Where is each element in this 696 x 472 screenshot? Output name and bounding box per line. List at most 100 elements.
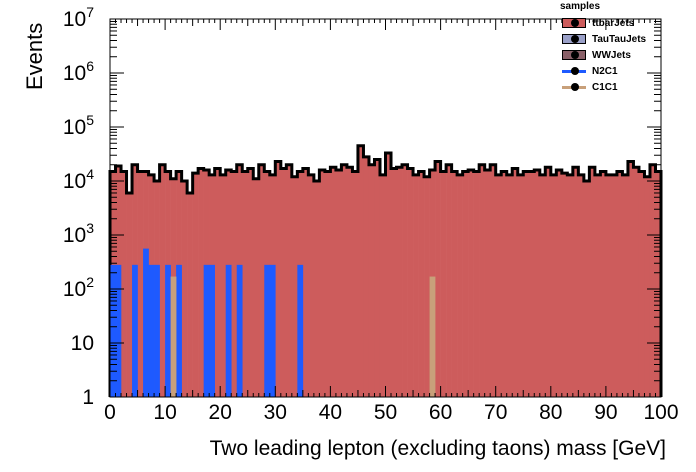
ttbar-bar xyxy=(561,173,568,397)
n2c1-bar xyxy=(264,264,271,397)
c1c1-bar xyxy=(429,276,436,397)
ttbar-bar xyxy=(253,178,260,397)
legend-entry: N2C1 xyxy=(560,63,660,79)
legend-label: C1C1 xyxy=(592,81,618,93)
legend: samples ttbarJets TauTauJets WWJets N2C1 C1C… xyxy=(560,1,660,95)
n2c1-bar xyxy=(165,264,171,397)
n2c1-bar xyxy=(143,248,149,397)
ttbar-bar xyxy=(374,159,381,397)
ttbar-bar xyxy=(457,174,463,397)
ttbar-bar xyxy=(446,164,452,397)
x-tick-label: 50 xyxy=(374,401,397,424)
ttbar-bar xyxy=(126,192,133,397)
x-tick-label: 40 xyxy=(319,401,342,424)
ttbar-bar xyxy=(473,171,480,397)
ttbar-bar xyxy=(192,173,199,397)
ttbar-bar xyxy=(308,174,315,397)
ttbar-bar xyxy=(655,171,662,397)
ttbar-bar xyxy=(523,171,530,397)
ttbar-bar xyxy=(578,174,585,397)
x-tick-label: 10 xyxy=(153,401,176,424)
legend-swatch xyxy=(560,33,588,45)
ttbar-bar xyxy=(346,167,353,397)
axis-tick-labels: 0 10 20 30 40 50 60 70 80 90 100110102103104105106… xyxy=(63,4,679,424)
legend-label: ttbarJets xyxy=(592,17,635,29)
ttbar-bar xyxy=(611,174,618,397)
ttbar-bar xyxy=(644,176,651,397)
ttbar-bar xyxy=(550,174,557,397)
ttbar-bar xyxy=(490,164,496,397)
ttbar-bar xyxy=(368,164,375,397)
ttbar-bar xyxy=(627,161,634,397)
ttbar-outline xyxy=(108,144,663,397)
ttbar-bar xyxy=(616,171,623,397)
ttbar-bar xyxy=(198,168,204,397)
n2c1-bar xyxy=(297,264,304,397)
legend-entry: ttbarJets xyxy=(560,15,660,31)
legend-label: WWJets xyxy=(592,49,631,61)
legend-entries: ttbarJets TauTauJets WWJets N2C1 C1C1 xyxy=(560,15,660,95)
legend-swatch xyxy=(560,49,588,61)
legend-entry: WWJets xyxy=(560,47,660,63)
ttbar-bar xyxy=(302,168,309,397)
ttbar-bar xyxy=(418,171,425,397)
ttbar-bar xyxy=(424,176,430,397)
n2c1-bar xyxy=(269,264,276,397)
ttbar-bar xyxy=(495,174,502,397)
ttbar-bar xyxy=(468,169,474,397)
ttbar-bar xyxy=(413,174,419,397)
ttbar-bar xyxy=(633,167,640,397)
x-tick-label: 100 xyxy=(643,401,678,424)
y-tick-label: 106 xyxy=(63,58,94,85)
y-axis-label: Events xyxy=(22,22,47,90)
ttbar-bar xyxy=(396,167,403,397)
ttbar-bar xyxy=(451,171,458,397)
ttbar-bar xyxy=(600,171,607,397)
ttbar-bar xyxy=(407,168,414,397)
ttbar-bar xyxy=(545,167,552,397)
x-tick-label: 30 xyxy=(264,401,287,424)
n2c1-bar xyxy=(148,264,155,397)
ttbar-bar xyxy=(572,167,579,397)
y-tick-label: 10 xyxy=(71,332,94,355)
n2c1-bar xyxy=(203,264,210,397)
n2c1-bar xyxy=(110,264,116,397)
ttbar-bar xyxy=(313,181,320,397)
ttbar-bar xyxy=(622,174,629,397)
legend-title: samples xyxy=(560,1,601,12)
c1c1-bar xyxy=(170,276,177,397)
ttbar-bar xyxy=(159,164,166,397)
n2c1-bar xyxy=(176,264,182,397)
x-tick-label: 20 xyxy=(209,401,232,424)
histogram-bars xyxy=(108,144,663,397)
ttbar-bar xyxy=(181,181,188,397)
ttbar-bar xyxy=(335,169,342,397)
y-tick-label: 104 xyxy=(63,166,94,193)
legend-entry: C1C1 xyxy=(560,79,660,95)
legend-swatch xyxy=(560,65,588,77)
y-tick-label: 105 xyxy=(63,112,94,139)
ttbar-bar xyxy=(391,168,397,397)
ttbar-bar xyxy=(258,164,265,397)
x-tick-label: 90 xyxy=(594,401,617,424)
ttbar-bar xyxy=(280,168,287,397)
ttbar-bar xyxy=(649,164,656,397)
ttbar-bar xyxy=(484,169,491,397)
ttbar-bar xyxy=(242,171,249,397)
ttbar-bar xyxy=(589,167,596,397)
ttbar-bar xyxy=(567,174,574,397)
ttbar-bar xyxy=(341,164,348,397)
ttbar-bar xyxy=(556,169,563,397)
n2c1-bar xyxy=(132,264,138,397)
ttbar-bar xyxy=(319,169,326,397)
y-tick-label: 103 xyxy=(63,220,94,247)
ttbar-bar xyxy=(539,174,546,397)
ttbar-bar xyxy=(379,174,386,397)
legend-entry: TauTauJets xyxy=(560,31,660,47)
x-tick-label: 70 xyxy=(484,401,507,424)
ttbar-bar xyxy=(605,174,612,397)
n2c1-bar xyxy=(225,264,232,397)
ttbar-bar xyxy=(402,164,408,397)
ttbar-bar xyxy=(506,174,513,397)
ttbar-bar xyxy=(435,161,441,397)
